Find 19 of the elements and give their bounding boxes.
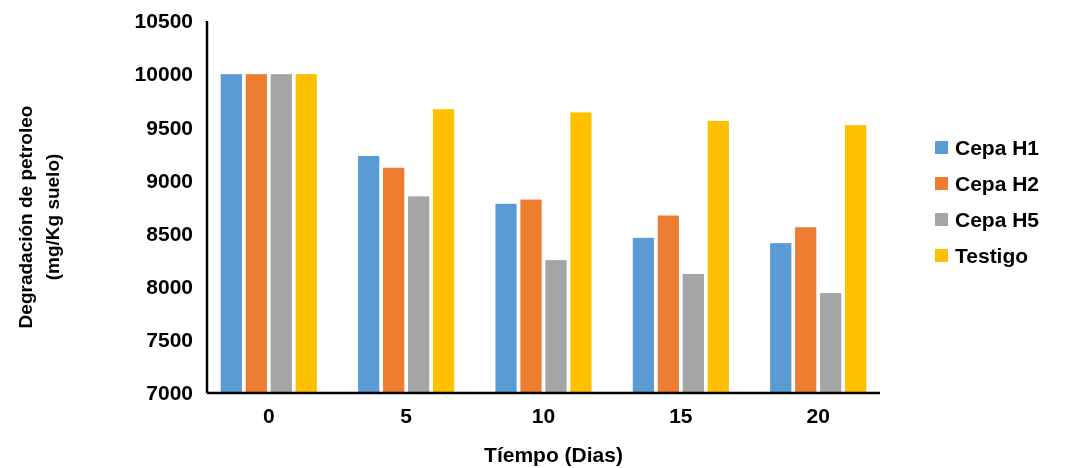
x-tick-label: 20: [806, 404, 830, 427]
y-tick-label: 7500: [146, 328, 193, 352]
x-tick-label: 5: [400, 404, 413, 427]
y-tick-label: 9000: [146, 168, 193, 192]
legend-label: Cepa H1: [955, 136, 1040, 160]
x-tick-label: 10: [531, 404, 556, 427]
legend-label: Testigo: [955, 244, 1029, 268]
y-tick-label: 8000: [146, 275, 193, 299]
y-tick-label: 8500: [146, 221, 193, 245]
y-tick-label: 9500: [146, 115, 193, 139]
y-tick-label: 10000: [134, 62, 193, 86]
x-axis-title: Tíempo (Dias): [484, 443, 623, 466]
legend-label: Cepa H2: [955, 172, 1040, 196]
x-tick-label: 0: [262, 404, 275, 427]
y-tick-label: 7000: [146, 381, 193, 405]
y-axis-title: Degradación de petroleo (mg/Kg suelo): [15, 105, 63, 329]
x-tick-label: 15: [669, 404, 693, 427]
legend-label: Cepa H5: [955, 208, 1040, 232]
y-tick-label: 10500: [134, 9, 193, 33]
